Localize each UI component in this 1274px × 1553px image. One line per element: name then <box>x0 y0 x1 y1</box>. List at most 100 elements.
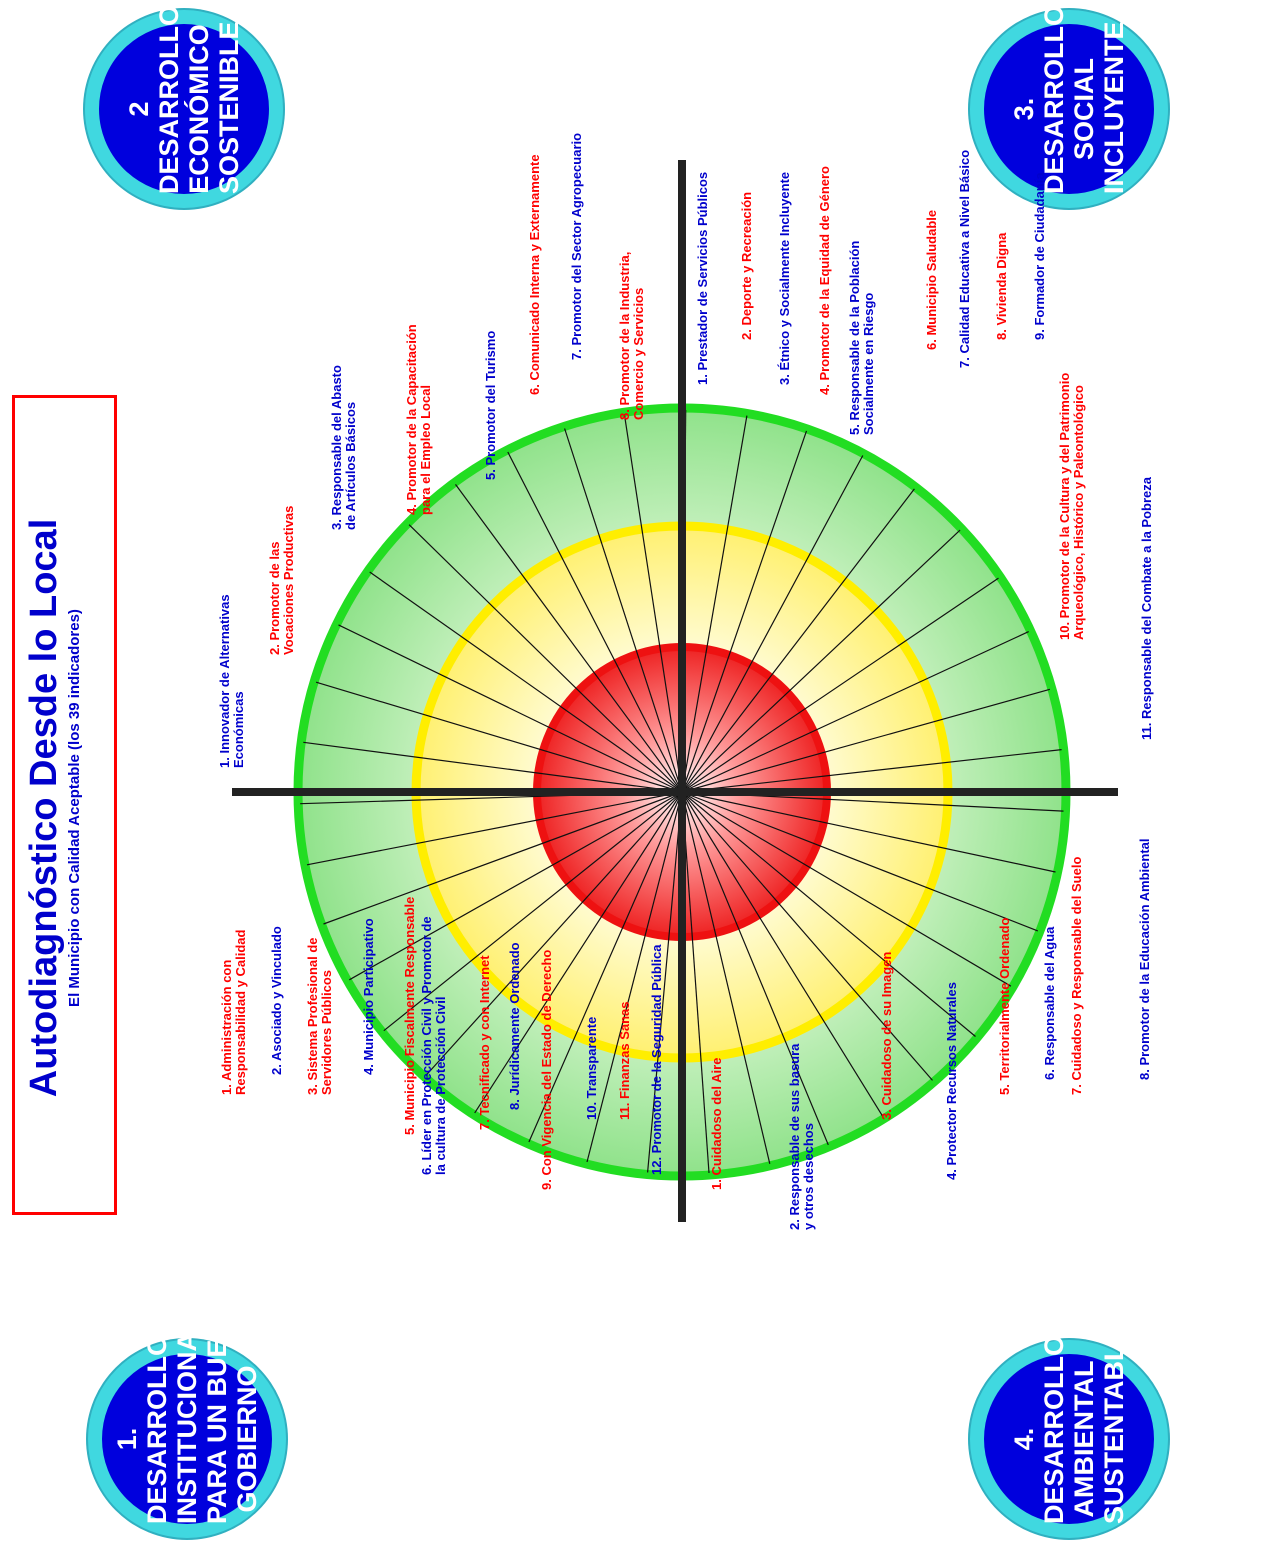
indicator-label-line: 5. Promotor del Turismo <box>483 330 498 480</box>
indicator-label-line: Económicas <box>231 691 246 768</box>
spoke-line <box>455 484 683 793</box>
indicator-label-line: 3. Étnico y Socialmente Incluyente <box>777 171 792 385</box>
badge-desarrollo-social: 3. DESARROLLO SOCIAL INCLUYENTE <box>970 5 1168 208</box>
indicator-label-line: 5. Responsable de la Población <box>847 240 862 435</box>
indicator-label-line: 1. Innovador de Alternativas <box>217 594 232 768</box>
indicator-label-d3-6: 6. Municipio Saludable <box>924 209 939 350</box>
indicator-label-d2-7: 7. Promotor del Sector Agropecuario <box>569 132 584 360</box>
badge-line: DESARROLLO <box>1039 1335 1069 1524</box>
indicator-label-d1-10: 10. Transparente <box>584 1016 599 1120</box>
spoke-line <box>681 791 710 1174</box>
title-box: Autodiagnóstico Desde lo Local El Munici… <box>12 395 117 1215</box>
indicator-label-line: y otros desechos <box>801 1123 816 1230</box>
indicator-label-d4-2: 2. Responsable de sus basura y otros dese… <box>787 1043 816 1230</box>
badge-line: 2 <box>124 101 154 117</box>
indicator-label-line: de Artículos Básicos <box>343 401 358 530</box>
indicator-label-d1-7: 7. Tecnificado y con Internet <box>477 955 492 1130</box>
badge-desarrollo-economico: 2 DESARROLLO ECONÓMICO SOSTENIBLE <box>85 5 283 208</box>
spoke-line <box>681 577 999 793</box>
indicator-label-d1-9: 9. Con Vigencia del Estado de Derecho <box>539 949 554 1190</box>
indicator-label-line: 9. Con Vigencia del Estado de Derecho <box>539 949 554 1190</box>
spoke-line <box>564 428 683 793</box>
indicator-label-d1-8: 8. Jurídicamente Ordenado <box>507 942 522 1110</box>
indicator-label-line: 7. Cuidadoso y Responsable del Suelo <box>1069 856 1084 1095</box>
indicator-label-d1-12: 12. Promotor de la Seguridad Pública <box>649 944 664 1175</box>
indicator-label-line: Responsabilidad y Calidad <box>233 929 248 1095</box>
indicator-label-line: 2. Responsable de sus basura <box>787 1043 802 1230</box>
badge-line: INSTITUCIONAL <box>172 1315 202 1525</box>
indicator-label-line: 8. Jurídicamente Ordenado <box>507 942 522 1110</box>
indicator-label-d3-7: 7. Calidad Educativa a Nivel Básico <box>957 150 972 368</box>
badge-line: 3. <box>1009 97 1039 121</box>
indicator-label-d1-1: 1. Administración con Responsabilidad y C… <box>219 929 248 1095</box>
indicator-label-line: Vocaciones Productivas <box>281 505 296 655</box>
indicator-label-d3-4: 4. Promotor de la Equidad de Género <box>817 166 832 395</box>
indicator-label-line: 6. Responsable del Agua <box>1042 926 1057 1080</box>
spoke-line <box>681 791 884 1118</box>
page-subtitle: El Municipio con Calidad Aceptable (los … <box>66 609 83 1007</box>
indicator-label-line: 1. Cuidadoso del Aire <box>709 1057 724 1190</box>
spoke-line <box>474 791 683 1114</box>
spoke-line <box>681 415 748 793</box>
badge-3-text: 3. DESARROLLO SOCIAL INCLUYENTE <box>984 5 1154 194</box>
indicator-label-line: Comercio y Servicios <box>631 287 646 420</box>
indicator-label-d4-7: 7. Cuidadoso y Responsable del Suelo <box>1069 856 1084 1095</box>
indicator-label-line: la cultura de Protección Civil <box>433 996 448 1175</box>
spoke-line <box>681 455 864 793</box>
page-title: Autodiagnóstico Desde lo Local <box>23 518 65 1098</box>
indicator-label-d3-8: 8. Vivienda Digna <box>994 232 1009 340</box>
indicator-label-d2-8: 8. Promotor de la Industria, Comercio y S… <box>617 252 646 420</box>
spoke-line <box>528 791 683 1143</box>
indicator-label-line: 3. Cuidadoso de su Imagen <box>879 951 894 1120</box>
badge-line: ECONÓMICO <box>184 24 214 194</box>
indicator-label-d1-2: 2. Asociado y Vinculado <box>269 926 284 1075</box>
indicator-label-line: 3. Sistema Profesional de <box>305 937 320 1095</box>
spoke-line <box>681 791 771 1164</box>
indicator-label-line: Servidores Públicos <box>319 970 334 1095</box>
indicator-label-d2-3: 3. Responsable del Abasto de Artículos Bá… <box>329 365 358 530</box>
spoke-line <box>681 791 1012 987</box>
indicator-label-d2-4: 4. Promotor de la Capacitación para el Em… <box>404 324 433 515</box>
indicator-label-line: 7. Tecnificado y con Internet <box>477 955 492 1130</box>
indicator-label-line: 8. Vivienda Digna <box>994 232 1009 340</box>
spoke-line <box>349 791 683 981</box>
indicator-label-d4-3: 3. Cuidadoso de su Imagen <box>879 951 894 1120</box>
spoke-line <box>315 681 683 793</box>
indicator-label-line: 4. Promotor de la Capacitación <box>404 324 419 515</box>
badge-line: DESARROLLO <box>1039 5 1069 194</box>
indicator-label-d3-10: 10. Promotor de la Cultura y del Patrimo… <box>1057 372 1086 640</box>
indicator-label-line: 2. Promotor de las <box>267 541 282 655</box>
spoke-line <box>681 791 1039 932</box>
indicator-label-d4-1: 1. Cuidadoso del Aire <box>709 1057 724 1190</box>
indicator-label-line: 4. Promotor de la Equidad de Género <box>817 166 832 395</box>
indicator-label-line: 2. Asociado y Vinculado <box>269 926 284 1075</box>
spoke-line <box>338 624 683 793</box>
indicator-label-line: 10. Transparente <box>584 1016 599 1120</box>
spoke-line <box>681 430 808 793</box>
indicator-label-line: 7. Promotor del Sector Agropecuario <box>569 132 584 360</box>
indicator-label-line: 2. Deporte y Recreación <box>739 191 754 340</box>
indicator-label-line: 6. Municipio Saludable <box>924 209 939 350</box>
spoke-line <box>681 749 1062 793</box>
spoke-line <box>681 529 961 793</box>
indicator-label-d1-4: 4. Municipio Participativo <box>361 918 376 1075</box>
indicator-label-d1-11: 11. Finanzas Sanas <box>617 1001 632 1120</box>
indicator-label-line: 5. Municipio Fiscalmente Responsable <box>402 896 417 1135</box>
badge-line: DESARROLLO <box>142 1335 172 1524</box>
badge-line: DESARROLLO <box>154 5 184 194</box>
indicator-label-line: 4. Protector Recursos Naturales <box>944 982 959 1180</box>
indicator-label-d2-5: 5. Promotor del Turismo <box>483 330 498 480</box>
indicator-label-d3-3: 3. Étnico y Socialmente Incluyente <box>777 171 792 385</box>
spoke-line <box>623 414 683 793</box>
indicator-label-line: 1. Administración con <box>219 959 234 1095</box>
indicator-label-line: 10. Promotor de la Cultura y del Patrimo… <box>1057 372 1072 640</box>
indicator-label-d1-6: 6. Líder en Protección Civil y Promotor … <box>419 916 448 1175</box>
badge-line: SOCIAL <box>1069 58 1099 161</box>
indicator-label-line: 9. Formador de Ciudadanía <box>1032 172 1047 340</box>
spoke-line <box>303 741 683 793</box>
badge-desarrollo-ambiental: 4. DESARROLLO AMBIENTAL SUSTENTABL <box>970 1335 1168 1538</box>
indicator-label-line: 12. Promotor de la Seguridad Pública <box>649 944 664 1175</box>
spoke-line <box>507 451 683 793</box>
